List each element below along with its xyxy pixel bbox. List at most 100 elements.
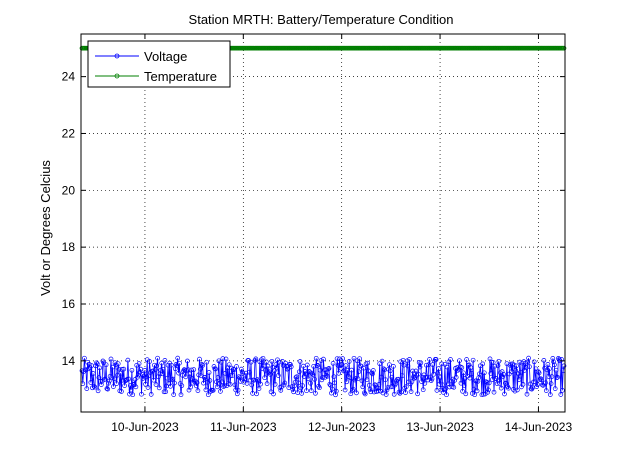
data-point [299, 391, 305, 396]
data-point [90, 371, 96, 376]
data-point [332, 380, 338, 386]
data-point [337, 363, 343, 369]
data-point [548, 381, 554, 386]
y-tick-label: 16 [62, 297, 76, 311]
data-point [444, 392, 449, 398]
data-point [204, 359, 210, 365]
data-point [342, 387, 348, 393]
data-point [353, 376, 358, 381]
data-point [464, 357, 469, 362]
data-point [512, 388, 518, 394]
data-point [470, 357, 476, 363]
plot-frame [80, 33, 566, 413]
data-point [215, 375, 221, 380]
data-point [440, 382, 445, 388]
data-point [351, 355, 357, 361]
data-point [318, 358, 324, 363]
data-point [498, 385, 504, 391]
data-point [544, 367, 550, 373]
data-point [286, 385, 292, 390]
data-point [300, 383, 305, 388]
x-tick-label: 14-Jun-2023 [505, 420, 573, 434]
data-point [448, 357, 453, 362]
data-point [214, 384, 220, 390]
data-point [328, 382, 333, 388]
data-point [433, 357, 439, 362]
data-point [497, 381, 502, 386]
data-point [296, 380, 301, 386]
y-tick-label: 24 [62, 70, 76, 84]
data-point [379, 358, 385, 364]
data-point [263, 359, 269, 365]
data-point [297, 359, 303, 364]
data-point [152, 362, 157, 368]
data-point [121, 366, 127, 372]
data-point [262, 375, 268, 381]
data-point [460, 388, 465, 394]
data-point [453, 375, 459, 380]
data-point [264, 381, 270, 386]
data-point [130, 392, 136, 398]
data-point [554, 375, 560, 381]
data-point [410, 368, 416, 374]
data-point [274, 365, 280, 371]
x-tick-label: 13-Jun-2023 [406, 420, 474, 434]
data-point [531, 359, 537, 365]
data-point [188, 384, 193, 390]
data-point [439, 361, 445, 367]
data-point [233, 387, 239, 393]
data-point [404, 358, 410, 364]
data-point [398, 359, 404, 365]
data-point [530, 385, 535, 391]
data-point [520, 382, 526, 387]
data-point [341, 367, 347, 373]
data-point [378, 374, 384, 380]
data-point [189, 367, 194, 373]
data-point [526, 355, 531, 361]
data-point [178, 392, 184, 398]
data-point [389, 374, 395, 380]
data-point [154, 363, 160, 369]
data-point [313, 390, 318, 396]
data-point [334, 356, 340, 362]
data-point [213, 366, 218, 372]
data-point [159, 360, 165, 366]
data-point [514, 363, 519, 369]
data-point [161, 389, 167, 395]
data-point [474, 388, 480, 394]
data-point [164, 375, 170, 381]
data-point [228, 373, 234, 378]
data-point [249, 382, 255, 388]
data-point [217, 381, 222, 386]
data-point [359, 378, 365, 384]
data-point [531, 379, 536, 385]
data-point [103, 362, 109, 368]
data-point [248, 359, 254, 365]
data-point [500, 374, 506, 380]
data-point [337, 356, 342, 362]
plot-area [81, 34, 565, 412]
data-point [455, 367, 461, 373]
data-point [206, 370, 212, 375]
data-point [323, 367, 329, 372]
data-point [368, 389, 374, 395]
data-point [488, 371, 494, 376]
data-point [238, 366, 244, 372]
data-point [83, 367, 89, 373]
data-point [511, 362, 517, 368]
data-point [543, 388, 549, 393]
data-point [549, 374, 555, 379]
data-point [122, 383, 127, 388]
data-point [396, 389, 402, 395]
data-point [561, 45, 567, 51]
legend-swatch-marker [114, 53, 120, 59]
data-point [538, 376, 544, 382]
data-point [494, 376, 499, 382]
data-point [407, 357, 412, 362]
data-point [219, 379, 225, 385]
data-point [267, 371, 273, 377]
data-point [508, 361, 514, 367]
data-point [308, 380, 313, 386]
data-point [289, 384, 295, 389]
data-point [483, 379, 489, 385]
